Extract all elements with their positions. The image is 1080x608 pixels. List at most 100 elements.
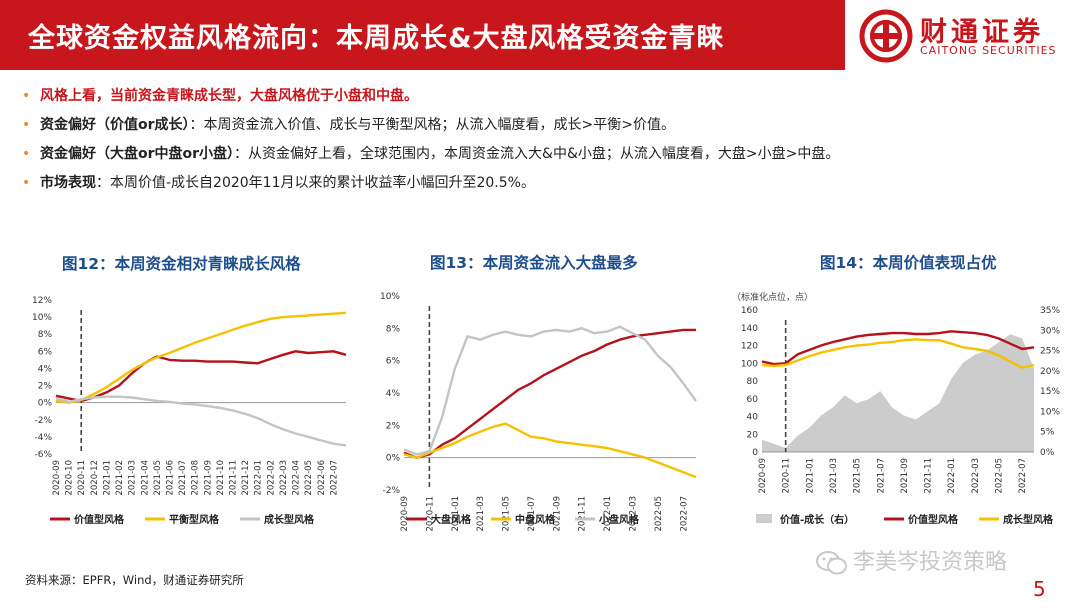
legend-label: 价值型风格 [74,513,125,526]
line-series [55,350,347,403]
x-tick-label: 2021-03 [128,460,138,496]
y2-tick-label: 15% [1040,387,1060,397]
y2-tick-label: 30% [1040,326,1060,336]
x-tick-label: 2022-04 [292,460,302,496]
y-tick-label: 80 [747,377,759,387]
legend-label: 价值-成长（右） [780,513,854,526]
x-tick-label: 2022-07 [679,496,689,532]
chart-figure-13: -2% 0% 2% 4% 6% 8% 10% 2020-09 2020-11 2021-01 202… [380,292,697,532]
legend-label: 成长型风格 [1003,513,1054,526]
company-logo: 财通证券 CAITONG SECURITIES [858,8,1073,64]
logo-text-en: CAITONG SECURITIES [920,44,1057,57]
y-tick-label: 20 [747,430,759,440]
y-tick-label: 8% [38,330,53,340]
y-tick-label: 60 [747,395,759,405]
bullet-label: 资金偏好（价值or成长） [40,117,190,133]
x-tick-label: 2021-09 [203,460,213,496]
y-tick-label: -2% [34,416,52,426]
x-tick-label: 2022-01 [947,458,957,494]
wechat-icon [816,551,847,575]
y-tick-label: 6% [386,357,401,367]
x-tick-label: 2020-09 [758,458,768,494]
y2-tick-label: 20% [1040,367,1060,377]
y2-tick-label: 35% [1040,306,1060,316]
watermark-text: 李美岑投资策略 [853,550,1008,575]
x-tick-label: 2021-12 [241,460,251,496]
area-series [762,334,1034,452]
x-tick-label: 2021-11 [578,496,588,532]
legend-label: 大盘风格 [431,513,472,526]
bullet-list: • 风格上看，当前资金青睐成长型，大盘风格优于小盘和中盘。 • 资金偏好（价值o… [22,86,1062,202]
bullet-item: • 资金偏好（大盘or中盘or小盘）：从资金偏好上看，全球范围内，本周资金流入大… [22,144,1062,173]
watermark: 李美岑投资策略 [815,544,1007,576]
bullet-item: • 市场表现：本周价值-成长自2020年11月以来的累计收益率小幅回升至20.5… [22,173,1062,202]
x-tick-label: 2021-01 [451,496,461,532]
y2-tick-label: 0% [1040,448,1055,458]
x-tick-label: 2022-03 [629,496,639,532]
chart-figure-12: -6%-4%-2%0%2%4%6%8%10%12%2020-09 2020-10 2… [32,296,347,526]
line-series [761,338,1035,369]
y-tick-label: -4% [34,433,52,443]
x-tick-label: 2020-11 [77,460,87,496]
y2-tick-label: 25% [1040,347,1060,357]
x-tick-label: 2021-09 [552,496,562,532]
y-tick-label: -2% [382,486,400,496]
y-tick-label: 2% [38,382,53,392]
y-tick-label: 40 [747,413,759,423]
legend-label: 小盘风格 [598,513,640,526]
bullet-label: 市场表现 [40,175,96,191]
line-series [403,422,697,479]
legend-label: 价值型风格 [908,513,959,526]
x-tick-label: 2022-05 [654,496,664,532]
y-tick-label: 8% [386,324,401,334]
x-tick-label: 2021-11 [924,458,934,494]
source-note: 资料来源：EPFR，Wind，财通证券研究所 [25,573,244,587]
y-tick-label: 4% [38,364,53,374]
page-number: 5 [1033,577,1046,601]
y-tick-label: -6% [34,450,52,460]
legend-label: 中盘风格 [515,513,556,526]
y-tick-label: 12% [32,296,52,306]
x-tick-label: 2021-08 [191,460,201,496]
legend-label: 平衡型风格 [169,513,220,526]
x-tick-label: 2021-10 [216,460,226,496]
x-tick-label: 2022-07 [329,460,339,496]
y2-tick-label: 5% [1040,428,1055,438]
y-tick-label: 6% [38,347,53,357]
x-tick-label: 2022-06 [317,460,327,496]
bullet-text: ：从资金偏好上看，全球范围内，本周资金流入大&中&小盘；从流入幅度看，大盘>小盘… [234,146,840,162]
bullet-label: 风格上看，当前资金青睐成长型，大盘风格优于小盘和中盘。 [40,88,418,104]
x-tick-label: 2020-11 [782,458,792,494]
y-axis-label: （标准化点位，点） [732,291,813,303]
y-tick-label: 120 [741,342,758,352]
x-tick-label: 2021-05 [502,496,512,532]
y-tick-label: 4% [386,389,401,399]
x-tick-label: 2021-11 [229,460,239,496]
x-tick-label: 2022-02 [266,460,276,496]
title-bar: 全球资金权益风格流向：本周成长&大盘风格受资金青睐 [0,0,845,70]
header: 全球资金权益风格流向：本周成长&大盘风格受资金青睐 财通证券 CAITONG S… [0,0,1080,70]
line-series [761,330,1035,366]
bullet-label: 资金偏好（大盘or中盘or小盘） [40,146,235,162]
x-tick-label: 2021-07 [876,458,886,494]
x-tick-label: 2021-01 [805,458,815,494]
x-tick-label: 2021-02 [115,460,125,496]
x-tick-label: 2022-07 [1018,458,1028,494]
logo-text-cn: 财通证券 [920,17,1044,48]
y-tick-label: 0 [752,448,758,458]
bullet-dot-icon: • [22,146,31,162]
line-series [403,328,696,459]
x-tick-label: 2020-09 [52,460,62,496]
x-tick-label: 2022-05 [995,458,1005,494]
x-tick-label: 2021-05 [153,460,163,496]
figure-14-title: 图14：本周价值表现占优 [820,254,997,272]
x-tick-label: 2021-01 [102,460,112,496]
bullet-text: ：本周价值-成长自2020年11月以来的累计收益率小幅回升至20.5%。 [96,175,535,191]
bullet-dot-icon: • [22,175,31,191]
y-tick-label: 0% [38,399,53,409]
y-tick-label: 10% [32,313,52,323]
line-series [55,395,347,447]
y-tick-label: 0% [386,454,401,464]
legend-swatch [756,514,772,523]
bullet-item: • 风格上看，当前资金青睐成长型，大盘风格优于小盘和中盘。 [22,86,1062,115]
